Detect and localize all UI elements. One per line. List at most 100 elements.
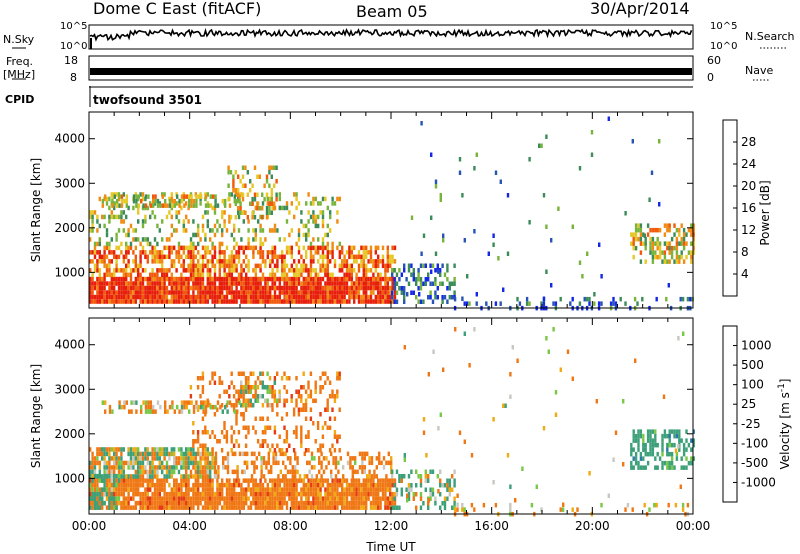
data-cell [211,505,214,510]
data-cell [677,336,680,341]
data-cell [391,290,394,295]
data-cell [153,491,157,497]
data-cell [662,394,666,399]
data-cell [336,496,339,501]
data-cell [257,496,260,501]
freq-panel: Freq. [MHz] 18 8 60 0 Nave [3,54,773,84]
data-cell [642,442,645,448]
data-cell [221,259,224,264]
data-cell [226,409,229,414]
data-cell [273,487,277,492]
data-cell [331,505,334,510]
data-cell [242,394,245,399]
data-cell [261,416,265,421]
data-cell [453,263,456,268]
data-cell [283,398,286,403]
data-cell [338,376,341,381]
data-cell [187,268,190,273]
data-cell [427,295,430,300]
data-cell [631,507,634,512]
data-cell [98,465,101,470]
data-cell [113,201,116,206]
data-cell [173,228,176,233]
data-cell [453,281,456,286]
ytick-label: 4000 [54,132,85,146]
data-cell [245,500,248,506]
data-cell [204,263,207,269]
data-cell [341,505,344,510]
data-cell [211,478,214,483]
data-cell [333,496,337,501]
data-cell [336,478,339,483]
data-cell [209,404,212,410]
data-cell [159,404,162,410]
data-cell [245,285,248,291]
data-cell [685,438,688,443]
data-cell [127,259,130,264]
data-cell [307,482,310,488]
cpid-value: twofsound 3501 [93,93,202,107]
data-cell [632,433,635,439]
data-cell [269,276,272,282]
data-cell [265,206,269,211]
data-cell [441,299,444,304]
data-cell [374,482,377,488]
data-cell [649,438,652,443]
data-cell [373,469,376,475]
data-cell [189,505,193,510]
data-cell [233,491,236,497]
data-cell [227,170,230,175]
data-cell [101,276,104,282]
data-cell [393,299,396,304]
data-cell [393,286,396,291]
data-cell [283,254,286,260]
data-cell [96,285,99,291]
data-cell [326,290,329,295]
data-cell [218,290,221,295]
data-cell [158,478,161,483]
data-cell [149,203,152,208]
data-cell [272,460,275,466]
data-cell [300,294,303,300]
data-cell [207,400,210,405]
data-cell [403,286,406,291]
data-cell [209,194,212,199]
data-cell [103,196,106,202]
data-cell [173,198,176,204]
data-cell [289,469,292,475]
data-cell [161,478,164,483]
data-cell [310,474,314,479]
data-cell [273,448,277,453]
data-cell [289,456,292,461]
data-cell [147,404,150,410]
data-cell [185,214,188,220]
data-cell [274,451,278,457]
data-cell [225,500,229,506]
data-cell [247,259,250,264]
data-cell [243,460,246,466]
data-cell [353,285,356,291]
data-cell [98,469,101,475]
data-cell [355,285,358,291]
data-cell [668,223,671,228]
data-cell [110,447,113,452]
data-cell [221,285,224,291]
data-cell [338,500,341,506]
data-cell [132,250,135,255]
data-cell [384,268,387,273]
data-cell [350,263,353,269]
data-cell [419,299,423,304]
data-cell [331,299,334,304]
data-cell [161,469,164,475]
data-cell [448,487,451,492]
data-cell [321,434,325,439]
data-cell [300,439,303,444]
data-cell [271,272,274,278]
data-cell [528,301,531,306]
data-cell [679,296,682,302]
data-cell [91,460,94,466]
data-cell [290,394,293,399]
data-cell [348,272,351,278]
data-cell [245,290,248,295]
data-cell [98,285,101,291]
